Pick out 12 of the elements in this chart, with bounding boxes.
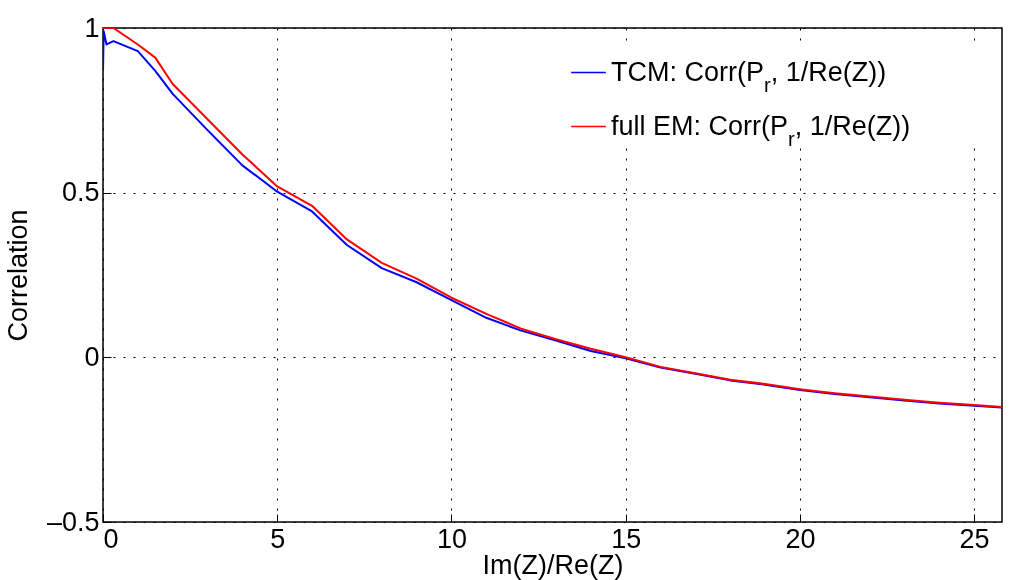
legend-label: TCM: Corr(P$_{r}$, 1/Re(Z))	[611, 56, 887, 96]
x-tick-label: 5	[270, 523, 286, 554]
y-tick-label: –0.5	[46, 506, 100, 537]
y-tick-label: 1	[84, 12, 100, 43]
x-tick-label: 0	[103, 523, 119, 554]
y-tick-label: 0	[84, 341, 100, 372]
legend-label: full EM: Corr(P$_{r}$, 1/Re(Z))	[611, 110, 911, 150]
x-tick-label: 25	[959, 523, 990, 554]
x-tick-label: 10	[436, 523, 467, 554]
y-axis-title: Correlation	[2, 209, 33, 342]
y-tick-label: 0.5	[61, 177, 100, 208]
x-tick-label: 20	[785, 523, 816, 554]
